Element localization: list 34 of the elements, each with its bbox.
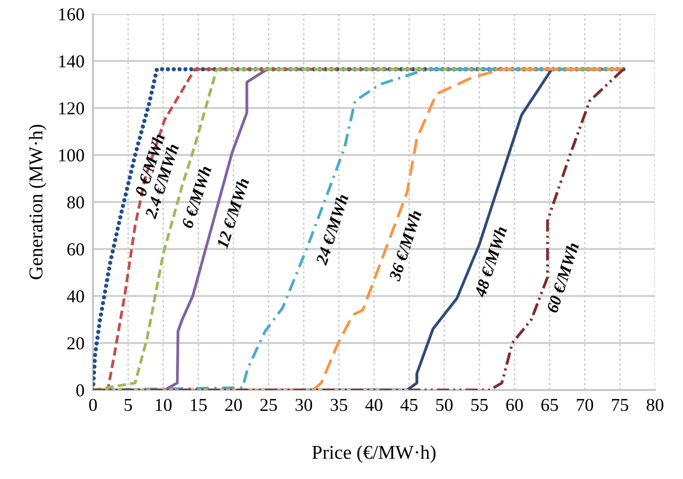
x-tick-label: 70 <box>576 398 594 412</box>
text: 6 €/MWh <box>180 165 212 229</box>
y-tick-label: 100 <box>59 149 84 162</box>
x-axis-title: Price (€/MW·h) <box>312 445 436 463</box>
y-tick-label: 120 <box>59 102 84 114</box>
x-tick-label: 30 <box>296 398 312 412</box>
text: 12 €/MWh <box>216 177 250 250</box>
text: 48 €/MWh <box>474 226 508 298</box>
text: 24 €/MWh <box>315 194 349 266</box>
text: 36 €/MWh <box>388 210 422 282</box>
x-tick-label: 60 <box>506 398 523 412</box>
y-tick-label: 20 <box>67 337 84 350</box>
x-tick-label: 20 <box>225 398 242 412</box>
y-tick-label: 0 <box>76 384 84 396</box>
y-tick-label: 140 <box>59 55 84 68</box>
x-tick-label: 55 <box>471 399 488 412</box>
x-tick-label: 25 <box>260 398 277 412</box>
x-tick-label: 80 <box>646 398 664 412</box>
y-tick-label: 80 <box>67 196 84 208</box>
y-tick-label: 60 <box>67 243 84 256</box>
x-tick-label: 50 <box>436 398 453 412</box>
x-tick-label: 15 <box>190 398 207 412</box>
x-tick-label: 75 <box>612 399 628 412</box>
x-tick-label: 65 <box>541 398 558 412</box>
text: 60 €/MWh <box>546 242 580 314</box>
y-tick-label: 40 <box>66 290 84 302</box>
x-tick-label: 10 <box>156 398 172 412</box>
x-tick-label: 45 <box>400 398 418 412</box>
y-axis-title: Generation (MW·h) <box>28 124 46 280</box>
x-tick-label: 0 <box>89 398 97 412</box>
x-tick-label: 40 <box>365 398 382 412</box>
x-tick-label: 35 <box>330 398 348 412</box>
y-tick-label: 160 <box>59 8 84 20</box>
x-tick-label: 5 <box>124 399 132 412</box>
